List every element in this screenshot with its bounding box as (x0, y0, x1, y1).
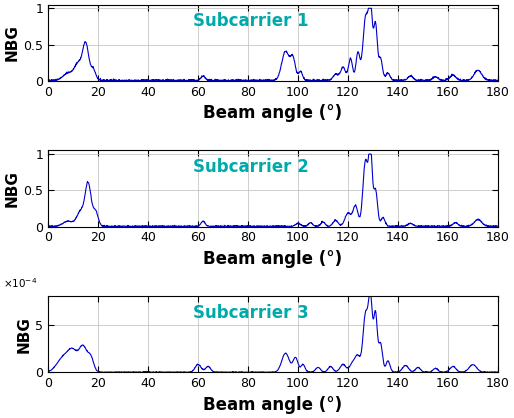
Text: $\times10^{-4}$: $\times10^{-4}$ (3, 276, 38, 290)
Y-axis label: NBG: NBG (4, 170, 19, 207)
X-axis label: Beam angle (°): Beam angle (°) (204, 396, 343, 414)
Text: Subcarrier 3: Subcarrier 3 (193, 304, 308, 322)
Text: Subcarrier 1: Subcarrier 1 (193, 13, 308, 31)
X-axis label: Beam angle (°): Beam angle (°) (204, 104, 343, 122)
Y-axis label: NBG: NBG (4, 24, 19, 61)
Y-axis label: NBG: NBG (16, 316, 31, 353)
X-axis label: Beam angle (°): Beam angle (°) (204, 250, 343, 268)
Text: Subcarrier 2: Subcarrier 2 (193, 158, 308, 176)
